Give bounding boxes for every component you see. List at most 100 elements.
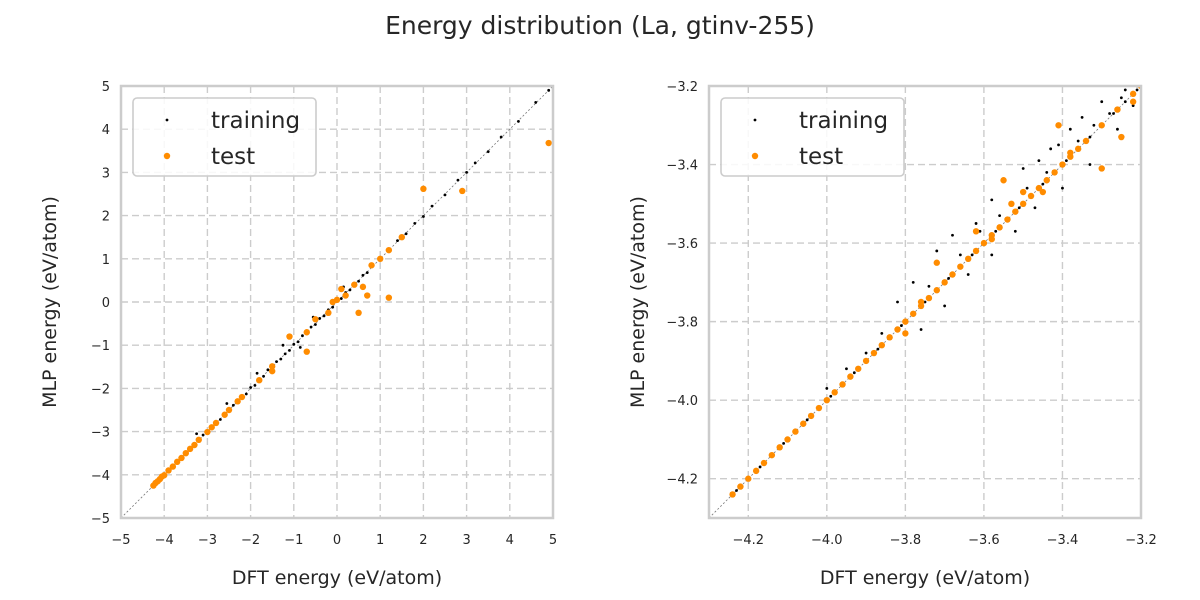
- training-point: [249, 386, 253, 389]
- training-point: [927, 284, 931, 288]
- training-point: [275, 360, 278, 364]
- test-point: [886, 334, 893, 341]
- test-point: [1082, 137, 1090, 145]
- test-point: [1055, 122, 1062, 129]
- test-point: [1012, 208, 1019, 215]
- test-point: [1019, 200, 1027, 208]
- y-tick-label: 2: [102, 210, 110, 225]
- training-point: [998, 214, 1002, 218]
- test-point: [195, 436, 202, 444]
- test-point: [191, 441, 198, 449]
- test-point: [312, 316, 319, 323]
- test-point: [925, 294, 933, 302]
- test-point: [917, 298, 925, 306]
- training-point: [829, 394, 833, 398]
- test-point: [1129, 90, 1137, 98]
- y-tick-label: −1: [91, 339, 110, 354]
- training-point: [266, 368, 270, 372]
- test-point: [800, 420, 807, 427]
- training-point: [547, 88, 551, 92]
- training-point: [805, 418, 809, 422]
- training-point: [1021, 167, 1025, 170]
- y-tick-label: 3: [102, 166, 110, 181]
- training-point: [404, 232, 408, 236]
- legend-label-training: training: [799, 108, 888, 134]
- training-point: [281, 343, 285, 347]
- training-point: [288, 348, 291, 352]
- test-point: [377, 255, 384, 262]
- x-axis-label-left: DFT energy (eV/atom): [232, 567, 442, 589]
- test-point: [933, 259, 940, 266]
- y-tick-label: −3.8: [666, 316, 698, 331]
- training-point: [896, 300, 899, 304]
- y-tick-label: −5: [91, 512, 110, 527]
- training-point: [298, 345, 302, 349]
- training-point: [1045, 171, 1049, 174]
- x-tick-label: 2: [419, 533, 427, 548]
- test-point: [729, 491, 736, 498]
- training-point: [314, 323, 317, 326]
- training-point: [1033, 206, 1037, 210]
- test-point: [870, 349, 878, 357]
- x-axis-label-right: DFT energy (eV/atom): [820, 567, 1030, 589]
- test-point: [420, 185, 427, 193]
- training-point: [943, 304, 947, 308]
- x-tick-label: −4.0: [811, 533, 843, 548]
- test-point: [1114, 106, 1121, 113]
- training-point: [1112, 112, 1115, 115]
- legend-left: training test: [132, 97, 317, 177]
- test-point: [182, 450, 189, 457]
- y-axis-label-left: MLP energy (eV/atom): [39, 196, 61, 408]
- test-point: [338, 285, 345, 293]
- training-point: [758, 465, 762, 469]
- training-point: [465, 171, 468, 174]
- x-tick-label: −4.2: [732, 533, 764, 548]
- test-point: [178, 454, 185, 462]
- training-point: [1123, 100, 1127, 104]
- training-point: [845, 367, 848, 371]
- training-point: [1135, 88, 1139, 92]
- training-point: [456, 178, 460, 182]
- training-point: [357, 279, 360, 283]
- test-point: [545, 139, 552, 147]
- training-point: [331, 305, 335, 309]
- training-point: [958, 253, 962, 257]
- training-point: [1119, 96, 1123, 100]
- test-point: [385, 294, 393, 301]
- training-point: [1068, 127, 1072, 131]
- chart-right: −4.2 −4.0 −3.8 −3.6 −3.4 −3.2 −4.2 −4.0 −3.8 −3.6…: [627, 80, 1157, 589]
- test-point: [355, 309, 362, 316]
- test-point: [737, 483, 744, 490]
- ticks-left: −5 −4 −3 −2 −1 0 1 2 3 4 5 −5 −4 −3 −2 −1 0 1 2 3 4 5: [91, 80, 557, 548]
- training-point: [911, 280, 915, 284]
- test-point: [303, 329, 310, 336]
- test-point: [996, 224, 1003, 231]
- test-point: [1004, 216, 1011, 223]
- frame-right: [707, 84, 1143, 520]
- training-point: [876, 347, 880, 351]
- legend-box: [132, 97, 317, 177]
- test-point: [760, 459, 768, 467]
- test-point: [1027, 192, 1035, 200]
- training-point: [1049, 147, 1053, 151]
- test-point: [221, 411, 228, 418]
- training-point: [1064, 159, 1068, 163]
- x-tick-label: −2: [241, 533, 260, 548]
- test-point: [1008, 200, 1015, 208]
- test-point: [212, 419, 220, 427]
- x-tick-label: −3.6: [968, 533, 1000, 548]
- y-axis-label-right: MLP energy (eV/atom): [627, 196, 649, 408]
- test-point: [364, 292, 371, 299]
- training-point: [1108, 112, 1111, 115]
- training-point: [951, 233, 954, 237]
- x-tick-label: −3.4: [1047, 533, 1079, 548]
- training-point: [1076, 139, 1080, 143]
- training-point: [361, 273, 365, 277]
- grid-right: [709, 86, 1141, 518]
- training-point: [1080, 116, 1084, 119]
- test-point: [256, 376, 263, 384]
- training-point: [1100, 100, 1104, 104]
- legend-marker-training: [165, 118, 169, 122]
- plot-area-right: [709, 86, 1141, 518]
- training-point: [1123, 88, 1127, 92]
